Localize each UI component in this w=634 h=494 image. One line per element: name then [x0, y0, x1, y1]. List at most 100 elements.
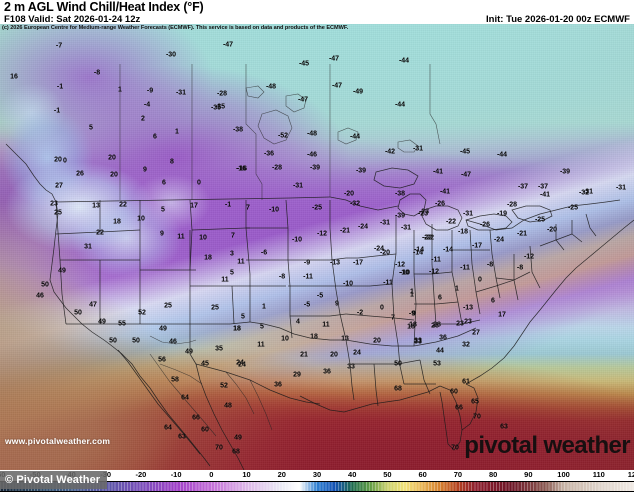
- contour-label: 11: [177, 233, 185, 241]
- contour-label: 0: [63, 157, 67, 165]
- contour-label: 1: [410, 291, 414, 299]
- contour-label: 5: [241, 313, 245, 321]
- contour-label: 36: [274, 381, 282, 389]
- contour-label: -10: [399, 269, 411, 277]
- contour-label: -47: [460, 171, 472, 179]
- contour-label: 49: [185, 348, 193, 356]
- contour-label: 21: [300, 351, 308, 359]
- map-canvas[interactable]: -7 -30 16 -8 -9 -31 -1 1 -4 -35 -1 2 5 6 1 -47 -47 -45 -44…: [0, 24, 634, 470]
- contour-label: -17: [471, 242, 483, 250]
- colorbar-tick: 30: [312, 470, 322, 479]
- copyright-badge: © Pivotal Weather: [0, 471, 108, 489]
- contour-label: 20: [110, 171, 118, 179]
- contour-label: 52: [220, 382, 228, 390]
- contour-label: -39: [559, 168, 571, 176]
- contour-label: 1: [262, 303, 266, 311]
- contour-label: 24: [236, 359, 244, 367]
- contour-label: 2: [141, 115, 145, 123]
- contour-label: 52: [138, 309, 146, 317]
- contour-label: 13: [92, 202, 100, 210]
- contour-label: 63: [178, 433, 186, 441]
- contour-label: 50: [132, 337, 140, 345]
- contour-label: 36: [439, 334, 447, 342]
- contour-label: 3: [230, 250, 234, 258]
- contour-label: -10: [398, 269, 410, 277]
- contour-label: -47: [331, 82, 343, 90]
- contour-label: -11: [303, 273, 313, 281]
- contour-label: -44: [398, 57, 410, 65]
- contour-label: -31: [379, 219, 391, 227]
- pacific-ocean-layer: [0, 24, 634, 470]
- contour-label: -32: [349, 200, 361, 208]
- contour-label: 25: [54, 209, 62, 217]
- contour-label: 5: [161, 206, 165, 214]
- contour-label: 23: [50, 200, 58, 208]
- colorbar-gradient[interactable]: [0, 481, 634, 492]
- contour-label: -20: [546, 226, 558, 234]
- contour-label: 24: [353, 349, 361, 357]
- contour-label: -24: [493, 236, 505, 244]
- contour-label: -10: [291, 236, 303, 244]
- contour-label: -31: [400, 224, 412, 232]
- contour-label: 48: [224, 402, 232, 410]
- contour-label: 36: [323, 368, 331, 376]
- contour-label: 11: [237, 258, 245, 266]
- contour-label: 50: [394, 360, 402, 368]
- contour-label: -31: [292, 182, 304, 190]
- contour-label: 18: [204, 254, 212, 262]
- contour-label: 50: [41, 281, 49, 289]
- colorbar-tick: 120: [627, 470, 634, 479]
- colorbar-tick: 60: [418, 470, 427, 479]
- contour-label: 25: [164, 302, 172, 310]
- contour-label: 0: [478, 276, 482, 284]
- contour-label: -30: [165, 51, 177, 59]
- raster-grain-layer: [0, 24, 634, 470]
- contour-label: 24: [238, 361, 246, 369]
- contour-label: 49: [58, 267, 66, 275]
- contour-label: 5: [230, 269, 234, 277]
- contour-label: 10: [137, 215, 145, 223]
- contour-label: -16: [236, 165, 248, 173]
- contour-label: 25: [211, 304, 219, 312]
- contour-label: 33: [414, 337, 422, 345]
- contour-label: 60: [450, 388, 458, 396]
- coastlines: [5, 85, 634, 467]
- contour-label: -11: [431, 256, 441, 264]
- contour-label: -7: [55, 42, 63, 50]
- contour-label: -31: [462, 210, 474, 218]
- contour-label: 45: [201, 360, 209, 368]
- contour-label: -46: [306, 151, 318, 159]
- site-url-watermark: www.pivotalweather.com: [5, 436, 111, 446]
- contour-label: -2: [356, 309, 364, 317]
- contour-label: -8: [486, 261, 494, 269]
- colorbar[interactable]: -60-50-40-30-20-100102030405060708090100…: [0, 470, 634, 494]
- contour-label: 53: [433, 360, 441, 368]
- contour-label: 11: [221, 276, 229, 284]
- contour-label: -47: [297, 96, 309, 104]
- contour-label: -35: [210, 104, 222, 112]
- contour-label: -8: [278, 273, 286, 281]
- contour-label: -1: [224, 201, 232, 209]
- contour-label: -42: [384, 148, 396, 156]
- ecmwf-copyright-line: (c) 2026 European Centre for Medium-rang…: [2, 25, 349, 31]
- colorbar-tick: -20: [135, 470, 147, 479]
- contour-label: 26: [76, 170, 84, 178]
- contour-label: -52: [277, 132, 289, 140]
- contour-label: -20: [343, 190, 355, 198]
- contour-label: 32: [462, 341, 470, 349]
- contour-label: 9: [160, 230, 164, 238]
- contour-label: -28: [271, 164, 283, 172]
- contour-label: -47: [328, 55, 340, 63]
- contour-label: 1: [455, 285, 459, 293]
- contour-label: -31: [412, 145, 424, 153]
- contour-label: 58: [171, 376, 179, 384]
- contour-label: -41: [439, 188, 451, 196]
- contour-label: -37: [517, 183, 529, 191]
- contour-label: 44: [436, 347, 444, 355]
- contour-label: 70: [451, 444, 459, 452]
- contour-label: 64: [164, 424, 172, 432]
- contour-label: 18: [113, 218, 121, 226]
- contour-label: -20: [379, 249, 391, 257]
- contour-label: 18: [233, 325, 241, 333]
